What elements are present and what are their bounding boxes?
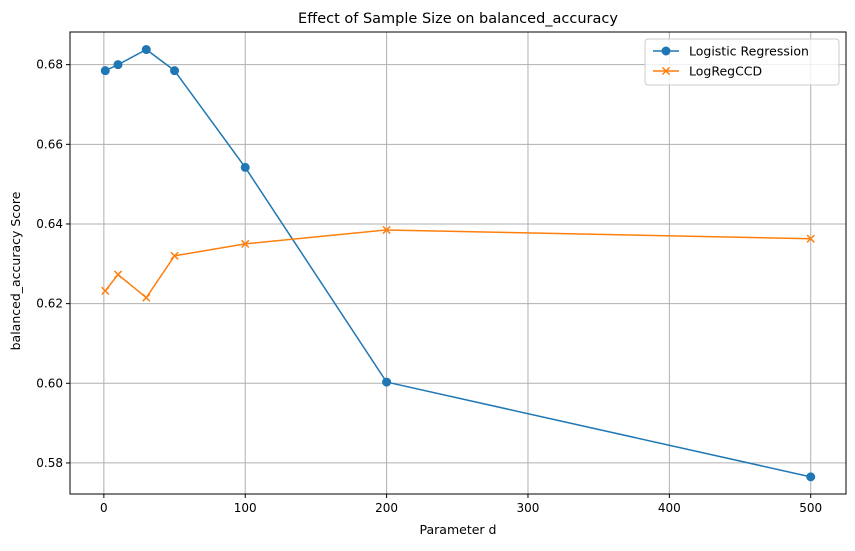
data-point-logregccd-stroke <box>142 293 151 302</box>
data-point-logregccd-stroke <box>170 251 179 260</box>
data-point-logregccd <box>142 293 151 302</box>
data-point-logistic-regression <box>806 472 816 482</box>
y-tick-label: 0.66 <box>36 137 63 151</box>
y-tick-label: 0.68 <box>36 58 63 72</box>
plot-frame <box>69 31 847 495</box>
series-line-logistic-regression <box>104 48 811 478</box>
legend-marker-logistic-regression <box>661 46 671 56</box>
data-point-logregccd-stroke <box>241 239 250 249</box>
grid-lines <box>70 32 846 494</box>
y-tick-label: 0.64 <box>36 217 63 231</box>
x-tick-label: 100 <box>234 501 257 515</box>
data-point-logistic-regression <box>240 162 250 172</box>
legend: Logistic Regression LogRegCCD <box>644 38 840 86</box>
x-tick-label: 300 <box>517 501 540 515</box>
x-tick-label: 200 <box>375 501 398 515</box>
x-tick-label: 400 <box>658 501 681 515</box>
series-logistic-regression <box>100 45 816 482</box>
data-point-logregccd-stroke <box>382 225 391 235</box>
data-series <box>100 45 816 482</box>
x-tick-label: 500 <box>799 501 822 515</box>
data-point-logregccd <box>241 239 250 249</box>
data-point-logistic-regression <box>382 377 392 387</box>
data-point-logregccd <box>113 270 123 279</box>
data-point-logregccd <box>806 234 815 243</box>
legend-marker-logregccd-stroke <box>661 66 671 76</box>
data-point-logistic-regression <box>141 45 151 55</box>
data-point-logistic-regression <box>113 60 123 70</box>
y-tick-label: 0.58 <box>36 456 63 470</box>
y-tick-label: 0.62 <box>36 297 63 311</box>
data-point-logregccd-stroke <box>101 286 110 296</box>
data-point-logregccd-stroke <box>113 270 123 279</box>
legend-box <box>644 38 840 86</box>
y-tick-label: 0.60 <box>36 376 63 390</box>
axis-ticks: 0 100 200 300 400 500 0.58 0.60 0.62 0.64 0.66 0.68 <box>36 58 822 515</box>
series-logregccd <box>101 225 815 302</box>
data-point-logregccd-stroke <box>806 234 815 243</box>
legend-marker-logregccd <box>661 66 671 76</box>
x-axis-label: Parameter d <box>420 522 497 537</box>
data-point-logistic-regression <box>100 66 110 76</box>
legend-label-logregccd: LogRegCCD <box>689 64 762 79</box>
x-tick-label: 0 <box>100 501 108 515</box>
data-point-logregccd <box>382 225 391 235</box>
data-point-logregccd <box>170 251 179 260</box>
series-line-logregccd <box>104 229 811 299</box>
data-point-logregccd <box>101 286 110 296</box>
legend-label-logistic-regression: Logistic Regression <box>689 44 809 59</box>
data-point-logistic-regression <box>170 66 180 76</box>
y-axis-label: balanced_accuracy Score <box>8 191 23 350</box>
chart-title: Effect of Sample Size on balanced_accura… <box>298 11 618 27</box>
